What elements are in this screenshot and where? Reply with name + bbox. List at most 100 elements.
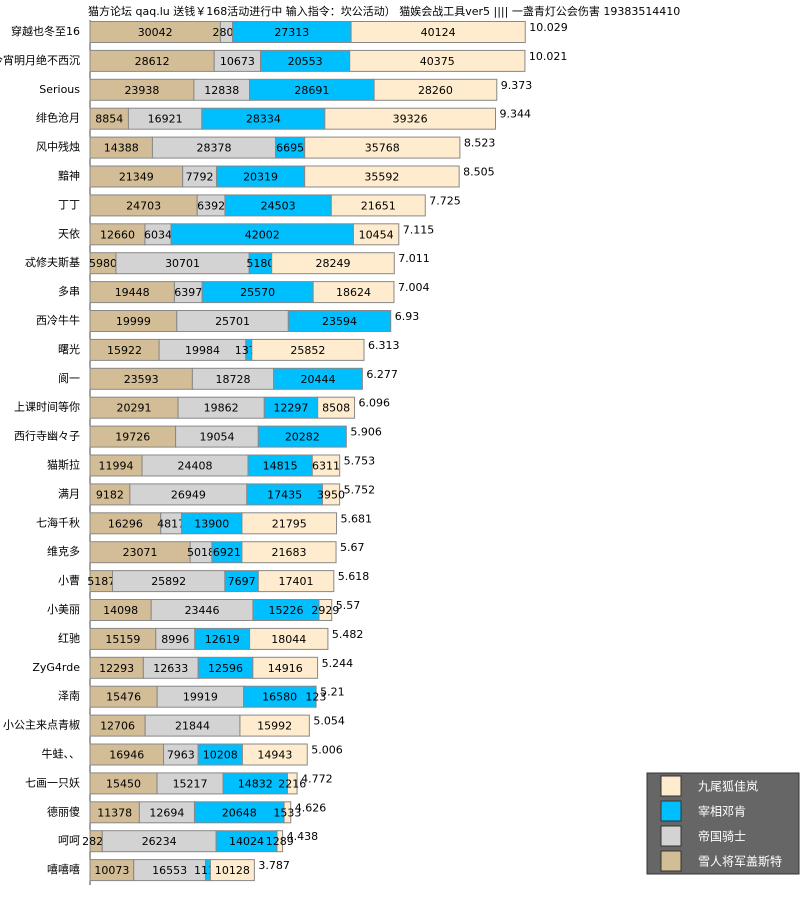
segment-label: 42002 [245,228,280,241]
legend-swatch [660,800,682,822]
total-label: 5.681 [341,512,373,525]
total-label: 4.438 [287,830,319,843]
bar-segment [304,136,461,159]
segment-label: 23938 [124,84,159,97]
category-label: 黯神 [58,169,80,183]
bar-segment [241,743,308,766]
segment-label: 23593 [124,373,159,386]
segment-label: 19448 [115,286,150,299]
category-label: 多串 [58,284,80,298]
segment-label: 14388 [104,142,139,155]
segment-label: 14024 [229,835,264,848]
segment-label: 12633 [153,662,188,675]
bar-segment [239,714,310,737]
segment-label: 12660 [100,228,135,241]
segment-label: 2929 [311,604,339,617]
bar-segment [249,627,329,650]
total-label: 4.626 [295,801,327,814]
total-label: 7.004 [398,281,430,294]
segment-label: 14815 [263,460,298,473]
segment-label: 17401 [279,575,314,588]
segment-label: 12297 [273,402,308,415]
segment-label: 7697 [228,575,256,588]
bar-segment [373,78,498,101]
segment-label: 1289 [266,835,294,848]
segment-label: 21844 [175,720,210,733]
category-label: Serious [39,83,80,96]
bar-segment [257,570,335,593]
segment-label: 10673 [220,55,255,68]
category-label: 曙光 [58,342,80,356]
bar-segment [271,252,395,275]
bar-segment [241,512,338,535]
segment-label: 6311 [312,460,340,473]
segment-label: 6921 [213,546,241,559]
segment-label: 20291 [117,402,152,415]
segment-label: 12694 [149,806,184,819]
segment-label: 16946 [109,749,144,762]
segment-label: 17435 [267,488,302,501]
segment-label: 19984 [185,344,220,357]
total-label: 6.096 [359,397,391,410]
segment-label: 23446 [185,604,220,617]
total-label: 8.505 [463,166,495,179]
bar-segment [318,599,333,621]
segment-label: 21795 [272,517,307,530]
segment-label: 40375 [420,55,455,68]
category-label: 猫斯拉 [47,458,80,472]
segment-label: 25701 [215,315,250,328]
segment-label: 25892 [151,575,186,588]
category-label: 小曹 [58,574,80,587]
segment-label: 18044 [271,633,306,646]
segment-label: 21651 [361,199,396,212]
segment-label: 25852 [290,344,325,357]
total-label: 6.93 [395,310,420,323]
segment-label: 14916 [268,662,303,675]
bar-segment [324,107,497,130]
legend-swatch [660,850,682,872]
category-label: 七画一只妖 [25,775,80,789]
segment-label: 23594 [322,315,357,328]
segment-label: 26234 [142,835,177,848]
segment-label: 9182 [96,488,124,501]
bar-segment [273,367,363,390]
bar-segment [312,281,395,304]
segment-label: 28334 [246,113,281,126]
segment-label: 15992 [257,720,292,733]
legend-swatch [660,825,682,847]
bar-segment [311,454,341,477]
segment-label: 2216 [278,777,306,790]
segment-label: 13900 [194,517,229,530]
bar-segment [304,165,460,188]
segment-label: 16553 [152,864,187,877]
category-label: 西冷牛牛 [36,313,80,327]
segment-label: 10454 [359,228,394,241]
bar-segment [252,656,319,679]
category-label: 穿越也冬至16 [11,24,80,38]
segment-label: 5180 [246,257,274,270]
segment-label: 11994 [99,460,134,473]
total-label: 6.277 [366,368,398,381]
total-label: 5.752 [344,483,376,496]
segment-label: 14098 [103,604,138,617]
segment-label: 35768 [365,142,400,155]
segment-label: 20444 [301,373,336,386]
legend-label: 雪人将军盖斯特 [698,854,782,869]
segment-label: 16296 [108,517,143,530]
segment-label: 10208 [203,749,238,762]
total-label: 7.725 [429,194,461,207]
segment-label: 4817 [157,517,185,530]
segment-label: 12596 [208,662,243,675]
segment-label: 5018 [187,546,215,559]
segment-label: 6397 [174,286,202,299]
total-label: 5.006 [311,744,343,757]
category-label: 上课时间等你 [14,400,80,414]
bar-segment [283,801,292,824]
legend-label: 帝国骑士 [698,829,746,844]
total-label: 10.021 [529,50,568,63]
segment-label: 12619 [205,633,240,646]
segment-label: 39326 [393,113,428,126]
segment-label: 7963 [167,749,195,762]
segment-label: 18728 [216,373,251,386]
